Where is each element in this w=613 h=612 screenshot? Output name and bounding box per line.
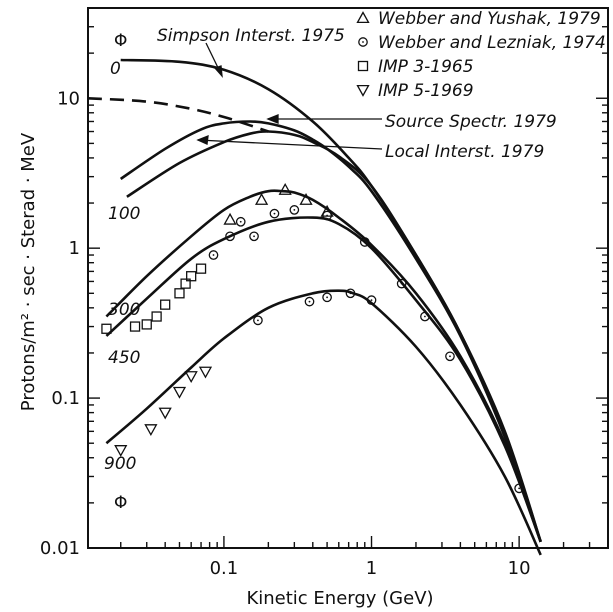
legend-label-3: IMP 5-1969 — [378, 81, 474, 101]
curve-label-450: 450 — [108, 348, 140, 368]
data-point-triangle-up — [256, 194, 267, 204]
data-point-triangle-down — [200, 367, 211, 377]
curve-label-simpson: Simpson Interst. 1975 — [157, 26, 345, 46]
data-point-circle — [254, 316, 262, 324]
data-point-triangle-down — [145, 425, 156, 435]
data-point-circle — [305, 297, 313, 305]
curve-label-source: Source Spectr. 1979 — [385, 112, 557, 132]
phi-symbol-bottom: Φ — [114, 493, 127, 513]
y-axis-title: Protons/m² · sec · Sterad · MeV — [18, 132, 39, 411]
data-point-circle — [237, 218, 245, 226]
data-point-circle — [209, 251, 217, 259]
points-layer — [102, 184, 523, 492]
data-point-square — [131, 322, 140, 331]
data-point-square — [197, 264, 206, 273]
data-point-triangle-down — [174, 387, 185, 397]
data-point-square — [161, 300, 170, 309]
curve-label-local: Local Interst. 1979 — [385, 142, 544, 162]
series-line-6 — [106, 291, 540, 555]
series-line-5 — [106, 218, 540, 542]
legend-marker-square — [359, 62, 368, 71]
x-tick-label: 0.1 — [210, 558, 239, 579]
data-point-circle — [270, 209, 278, 217]
series-line-3 — [127, 131, 541, 541]
data-point-triangle-down — [186, 372, 197, 382]
y-tick-label: 1 — [69, 238, 80, 259]
data-point-square — [142, 320, 151, 329]
legend-marker-triangle-down — [358, 86, 369, 96]
data-point-square — [175, 289, 184, 298]
data-point-circle — [250, 232, 258, 240]
data-point-triangle-up — [225, 214, 236, 224]
legend-label-0: Webber and Yushak, 1979 — [378, 9, 601, 29]
legend-marker-triangle-up — [358, 13, 369, 23]
y-tick-label: 0.1 — [51, 388, 80, 409]
series-line-0 — [121, 60, 541, 542]
data-point-circle — [446, 352, 454, 360]
x-tick-label: 10 — [508, 558, 531, 579]
y-tick-label: 0.01 — [40, 538, 80, 559]
legend: Webber and Yushak, 1979 Webber and Leznia… — [358, 9, 606, 101]
curve-label-900: 900 — [104, 454, 136, 474]
x-tick-label: 1 — [366, 558, 377, 579]
data-point-circle — [290, 206, 298, 214]
curve-label-0: 0 — [110, 59, 121, 79]
legend-label-1: Webber and Lezniak, 1974 — [378, 33, 606, 53]
x-axis-title: Kinetic Energy (GeV) — [246, 588, 433, 609]
series-line-2 — [121, 122, 541, 542]
y-tick-label: 10 — [57, 88, 80, 109]
data-point-square — [152, 312, 161, 321]
legend-marker-circle — [359, 38, 367, 46]
legend-label-2: IMP 3-1965 — [378, 57, 474, 77]
phi-symbol-top: Φ — [114, 31, 127, 51]
data-point-triangle-down — [160, 408, 171, 418]
curve-label-100: 100 — [108, 204, 140, 224]
data-point-circle — [323, 293, 331, 301]
curves-layer — [88, 60, 541, 555]
plot-area-frame — [88, 8, 608, 548]
curve-label-300: 300 — [108, 300, 140, 320]
series-line-1 — [88, 98, 268, 131]
